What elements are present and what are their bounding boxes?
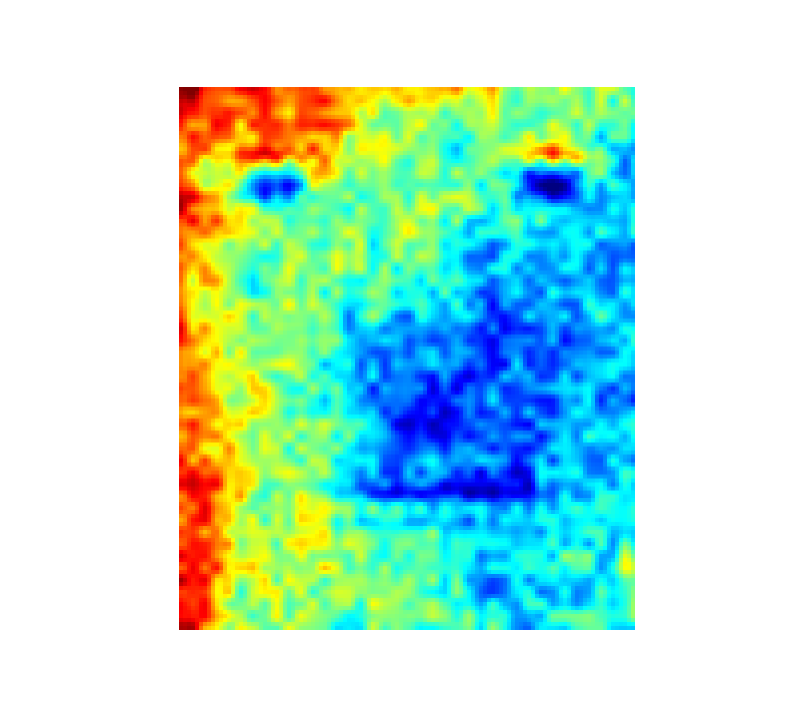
face-heatmap-image <box>179 87 635 630</box>
heatmap-raster <box>179 87 635 630</box>
